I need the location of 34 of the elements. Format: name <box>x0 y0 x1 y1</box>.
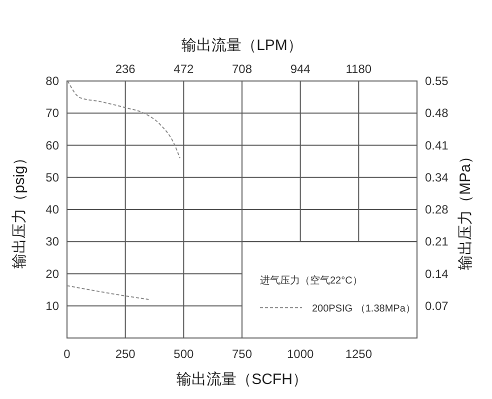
x2-tick-label: 944 <box>290 62 311 76</box>
y2-axis-title: 输出压力（MPa） <box>457 149 474 270</box>
y-tick-label: 80 <box>46 74 60 88</box>
x-tick-label: 250 <box>115 347 136 361</box>
y2-tick-label: 0.07 <box>425 298 449 313</box>
x-tick-label: 750 <box>232 347 252 361</box>
x2-axis-title: 输出流量（LPM） <box>182 37 302 54</box>
y-tick-label: 70 <box>46 106 60 120</box>
x-tick-label: 1250 <box>345 347 372 361</box>
y-tick-label: 40 <box>46 202 60 216</box>
x-tick-label: 1000 <box>286 347 314 361</box>
x2-tick-label: 1180 <box>346 62 372 76</box>
y2-tick-label: 0.14 <box>425 266 449 281</box>
legend-title: 进气压力（空气22°C） <box>260 274 362 287</box>
y-tick-label: 50 <box>46 170 60 184</box>
y-tick-label: 60 <box>46 138 60 152</box>
x2-tick-label: 708 <box>232 62 252 76</box>
y2-tick-label: 0.55 <box>425 74 449 88</box>
legend-label: 200PSIG （1.38MPa） <box>312 304 416 315</box>
line-series <box>67 80 180 159</box>
y2-tick-label: 0.41 <box>425 138 449 152</box>
y2-tick-label: 0.48 <box>425 106 449 120</box>
y2-tick-label: 0.34 <box>425 170 449 184</box>
y2-tick-label: 0.21 <box>425 234 449 249</box>
x-tick-label: 0 <box>64 347 71 361</box>
y-axis-title: 输出压力（psig） <box>11 150 28 268</box>
x-tick-label: 500 <box>174 347 194 361</box>
x-axis-title: 输出流量（SCFH） <box>176 371 308 388</box>
y2-tick-label: 0.28 <box>425 202 449 216</box>
x2-tick-label: 236 <box>115 62 136 76</box>
y-tick-label: 30 <box>46 234 60 249</box>
y-tick-label: 20 <box>46 266 60 281</box>
x2-tick-label: 472 <box>174 62 194 76</box>
y-tick-label: 10 <box>46 298 60 313</box>
